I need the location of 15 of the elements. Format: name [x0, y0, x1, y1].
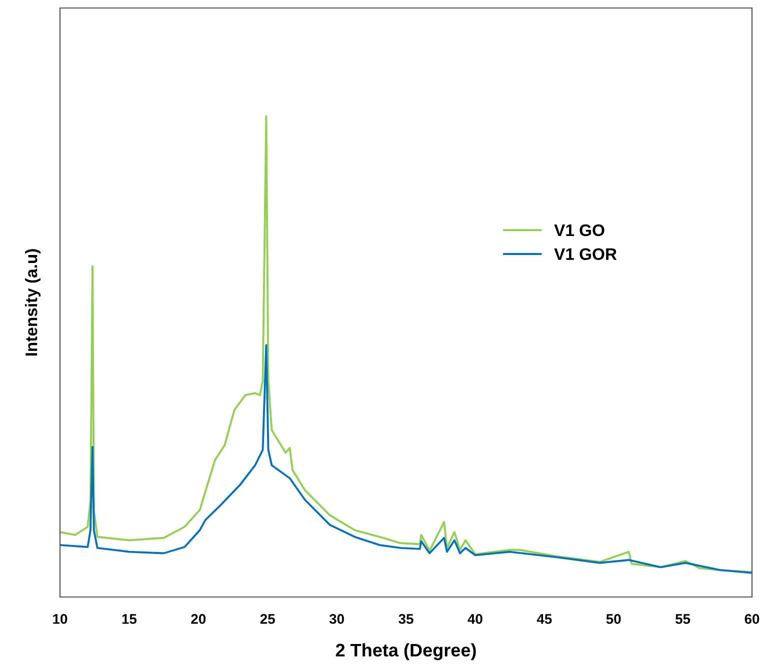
x-tick-label: 60	[744, 614, 760, 624]
x-axis-title: 2 Theta (Degree)	[336, 643, 476, 660]
x-tick-label: 20	[191, 614, 206, 624]
x-tick-label: 25	[260, 614, 275, 624]
x-tick-label: 40	[468, 614, 482, 624]
x-tick-label: 10	[53, 614, 68, 624]
x-tick-label: 45	[536, 614, 552, 624]
x-tick-label: 35	[398, 614, 414, 624]
x-tick-label: 55	[676, 614, 690, 624]
legend-label: V1 GOR	[554, 248, 617, 260]
legend-label: V1 GO	[554, 224, 604, 236]
y-axis-title: Intensity (a.u)	[25, 249, 41, 356]
x-tick-label: 15	[122, 614, 137, 624]
x-tick-label: 30	[329, 614, 344, 624]
x-tick-label: 50	[606, 614, 621, 624]
